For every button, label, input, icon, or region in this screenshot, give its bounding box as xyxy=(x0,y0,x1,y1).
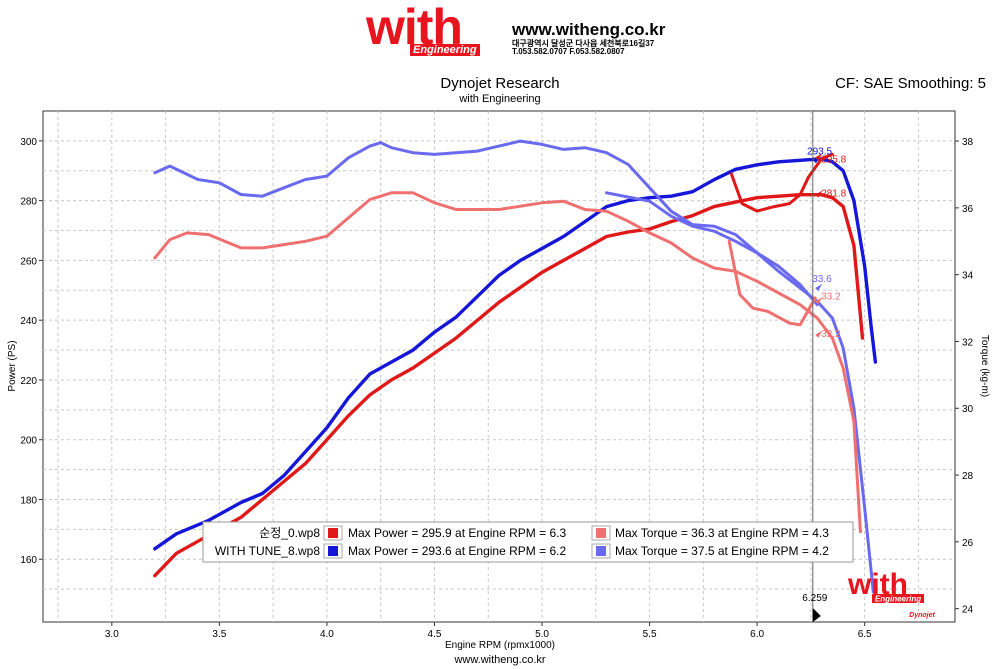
y-axis-right-label: Torque (kg-m) xyxy=(979,335,990,397)
dynojet-badge: Dynojet xyxy=(909,612,935,619)
series-layer xyxy=(153,139,878,594)
annotation-label: 295.8 xyxy=(821,154,846,165)
y-left-tick-label: 280 xyxy=(20,197,37,208)
series-line xyxy=(153,139,875,594)
y-right-tick-label: 38 xyxy=(962,137,974,148)
series-line xyxy=(153,192,865,578)
y-left-tick-label: 220 xyxy=(20,376,37,387)
series-line xyxy=(727,239,817,327)
y-right-tick-label: 30 xyxy=(962,404,974,415)
x-tick-label: 4.0 xyxy=(320,629,334,640)
legend-box xyxy=(202,521,854,563)
y-left-tick-label: 240 xyxy=(20,316,37,327)
series-line xyxy=(605,191,819,307)
x-tick-label: 3.0 xyxy=(105,629,119,640)
correction-factor-label: CF: SAE Smoothing: 5 xyxy=(835,75,986,92)
site-address: 대구광역시 달성군 다사읍 세천북로16길37 xyxy=(512,39,655,48)
watermark-sub: Engineering xyxy=(875,595,921,604)
annotation-label: 281.8 xyxy=(821,189,846,200)
chart-title: Dynojet Research xyxy=(440,75,560,92)
y-left-tick-label: 180 xyxy=(20,495,37,506)
rpm-cursor-value: 6.259 xyxy=(802,593,827,604)
watermark-sub-band xyxy=(872,594,924,603)
legend-swatch-tune-torque xyxy=(596,546,606,556)
x-tick-label: 3.5 xyxy=(212,629,226,640)
y-left-tick-label: 160 xyxy=(20,555,37,566)
y-left-tick-label: 300 xyxy=(20,137,37,148)
brand-logo-subtitle: Engineering xyxy=(410,44,480,56)
y-right-tick-label: 26 xyxy=(962,538,974,549)
annotation-marker xyxy=(815,297,823,305)
y-left-tick-label: 200 xyxy=(20,436,37,447)
y-axis-left-label: Power (PS) xyxy=(7,340,18,391)
tick-layer: 3.0 3.5 4.0 4.5 5.0 5.5 6.0 6.5 160 180 200 220 240 2… xyxy=(20,137,973,640)
x-tick-label: 4.5 xyxy=(428,629,442,640)
x-tick-label: 6.0 xyxy=(750,629,764,640)
y-right-tick-label: 28 xyxy=(962,471,974,482)
site-phone: T.053.582.0707 F.053.582.0807 xyxy=(512,47,625,56)
annotation-label: 33.2 xyxy=(821,291,841,302)
legend-stock-power: Max Power = 295.9 at Engine RPM = 6.3 xyxy=(348,526,566,540)
brand-logo: with xyxy=(366,0,463,55)
x-tick-label: 6.5 xyxy=(858,629,872,640)
footer-url: www.witheng.co.kr xyxy=(454,654,546,666)
annotation-label: 33.6 xyxy=(812,274,832,285)
legend-tune-power: Max Power = 293.6 at Engine RPM = 6.2 xyxy=(348,544,566,558)
rpm-cursor-marker[interactable] xyxy=(812,608,821,622)
series-line xyxy=(729,152,834,213)
legend-file-tune: WITH TUNE_8.wp8 xyxy=(215,544,320,558)
x-tick-label: 5.5 xyxy=(643,629,657,640)
legend-tune-torque: Max Torque = 37.5 at Engine RPM = 4.2 xyxy=(615,544,829,558)
annotation-marker xyxy=(815,284,823,292)
legend-swatch-stock-power xyxy=(328,528,338,538)
y-right-tick-label: 34 xyxy=(962,271,974,282)
legend-stock-torque: Max Torque = 36.3 at Engine RPM = 4.3 xyxy=(615,526,829,540)
x-tick-label: 5.0 xyxy=(535,629,549,640)
legend-swatch-tune-power xyxy=(328,546,338,556)
legend-file-stock: 순정_0.wp8 xyxy=(259,526,320,540)
y-right-tick-label: 24 xyxy=(962,605,974,616)
y-left-tick-label: 260 xyxy=(20,256,37,267)
site-url: www.witheng.co.kr xyxy=(512,20,666,39)
y-right-tick-label: 36 xyxy=(962,204,974,215)
annotation-label: 32.2 xyxy=(821,329,841,340)
annotation-label: 293.5 xyxy=(807,146,832,157)
annotation-marker xyxy=(815,153,823,161)
annotation-marker xyxy=(815,330,823,338)
series-line xyxy=(153,191,862,534)
chart-subtitle: with Engineering xyxy=(459,93,541,105)
legend: 순정_0.wp8 Max Power = 295.9 at Engine RPM… xyxy=(202,521,854,563)
annotation-marker xyxy=(815,190,823,198)
y-right-tick-label: 32 xyxy=(962,337,974,348)
legend-swatch-stock-torque xyxy=(596,528,606,538)
x-axis-label: Engine RPM (rpmx1000) xyxy=(445,640,555,651)
watermark-logo: with Engineering Dynojet xyxy=(847,568,936,619)
